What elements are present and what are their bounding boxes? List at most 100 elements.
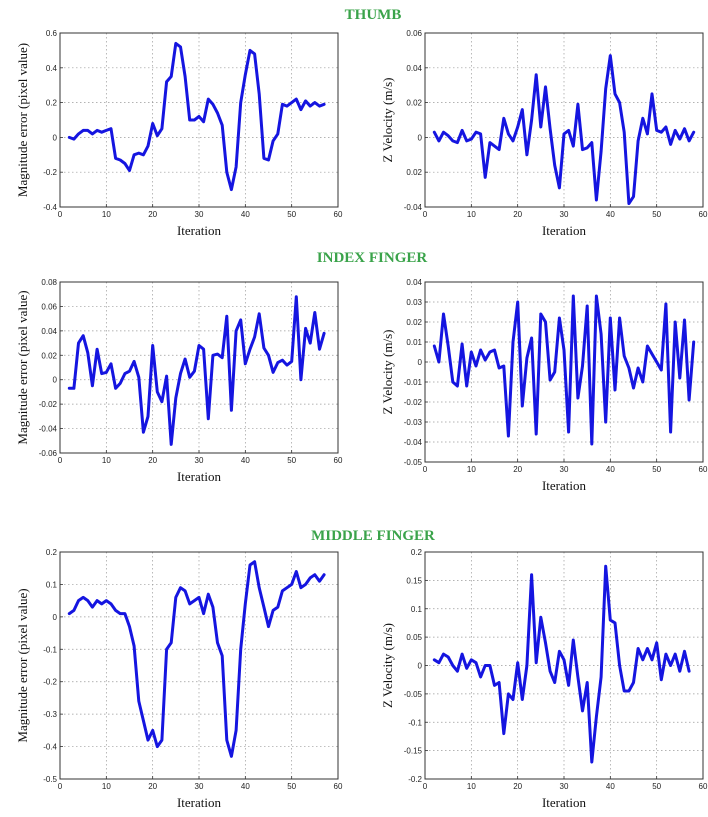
series-line: [67, 560, 326, 758]
plot-frame: [424, 32, 704, 208]
y-tick-label: 0: [418, 133, 423, 142]
x-tick-label: 30: [560, 210, 569, 219]
y-tick-label: 0: [418, 358, 423, 367]
x-tick-label: 40: [241, 210, 250, 219]
x-tick-label: 20: [148, 782, 157, 791]
x-axis-label: Iteration: [177, 469, 222, 484]
y-tick-label: -0.2: [43, 168, 57, 177]
y-tick-label: -0.15: [404, 747, 423, 756]
x-tick-label: 50: [652, 210, 661, 219]
y-tick-label: -0.04: [404, 203, 423, 212]
y-tick-label: 0.06: [406, 29, 422, 38]
x-tick-label: 10: [102, 210, 111, 219]
x-tick-label: 40: [241, 782, 250, 791]
y-tick-label: -0.05: [404, 458, 423, 467]
y-tick-label: -0.06: [39, 449, 58, 458]
section-title-index-finger: INDEX FINGER: [317, 250, 428, 266]
x-tick-label: 30: [195, 210, 204, 219]
y-tick-label: 0.02: [406, 168, 422, 177]
y-axis-label: Magnitude error (pixel value): [15, 588, 30, 742]
x-tick-label: 30: [560, 465, 569, 474]
series-line: [432, 54, 696, 205]
section-title-middle-finger: MIDDLE FINGER: [311, 528, 435, 544]
y-tick-label: 0.05: [406, 633, 422, 642]
y-axis-label: Magnitude error (pixel value): [15, 43, 30, 197]
x-tick-label: 20: [513, 782, 522, 791]
y-tick-label: -0.1: [43, 645, 57, 654]
chart-middle-magnitude: 0 10 20 30 40 50 60 -0.5 -0.4 -0.3 -0.2 -0.1 0 0.1 0.2…: [15, 548, 343, 810]
x-tick-label: 10: [467, 465, 476, 474]
chart-thumb-velocity: 0 10 20 30 40 50 60 -0.04 0.02 0 0.02 0.04 0.06 Itera…: [380, 29, 708, 238]
x-tick-label: 10: [467, 782, 476, 791]
y-tick-label: 0: [53, 613, 58, 622]
y-tick-label: 0.2: [411, 548, 423, 557]
y-tick-label: 0: [418, 662, 423, 671]
x-tick-label: 60: [334, 456, 343, 465]
y-tick-label: 0.08: [41, 278, 57, 287]
y-tick-label: -0.3: [43, 710, 57, 719]
x-tick-label: 20: [513, 210, 522, 219]
y-tick-label: 0.15: [406, 576, 422, 585]
x-tick-label: 60: [699, 782, 708, 791]
y-tick-label: -0.2: [408, 775, 422, 784]
x-tick-label: 60: [334, 782, 343, 791]
y-tick-label: 0.01: [406, 338, 422, 347]
x-tick-label: 50: [287, 456, 296, 465]
y-tick-label: 0.1: [411, 605, 423, 614]
x-tick-label: 0: [58, 782, 63, 791]
x-tick-label: 20: [148, 456, 157, 465]
x-tick-label: 0: [423, 465, 428, 474]
y-tick-label: 0.6: [46, 29, 58, 38]
y-tick-label: -0.05: [404, 690, 423, 699]
x-axis-label: Iteration: [177, 795, 222, 810]
y-tick-label: -0.04: [404, 438, 423, 447]
chart-thumb-magnitude: 0 10 20 30 40 50 60 -0.4 -0.2 0 0.2 0.4 0.6 Iteration…: [15, 29, 343, 238]
x-axis-label: Iteration: [542, 478, 587, 493]
charts: 0 10 20 30 40 50 60-0.4-0.200.20.40.6Iteration…: [15, 29, 708, 810]
x-axis-label: Iteration: [177, 223, 222, 238]
x-tick-label: 10: [102, 782, 111, 791]
chart-middle-velocity: 0 10 20 30 40 50 60 -0.2 -0.15 -0.1 -0.05 0 0.05 0.1 0…: [380, 548, 708, 810]
y-tick-label: 0.03: [406, 298, 422, 307]
y-tick-label: -0.2: [43, 678, 57, 687]
chart-index-velocity: 0 10 20 30 40 50 60 -0.05 -0.04 -0.03 -0.02 -0.01 0 0…: [380, 278, 708, 493]
x-tick-label: 10: [467, 210, 476, 219]
x-tick-label: 20: [148, 210, 157, 219]
y-tick-label: 0: [53, 376, 58, 385]
x-axis-label: Iteration: [542, 795, 587, 810]
y-tick-label: -0.5: [43, 775, 57, 784]
y-tick-label: -0.02: [404, 398, 423, 407]
x-tick-label: 30: [195, 456, 204, 465]
y-tick-label: 0.02: [41, 351, 57, 360]
x-axis-label: Iteration: [542, 223, 587, 238]
x-tick-label: 0: [423, 210, 428, 219]
x-tick-label: 40: [606, 782, 615, 791]
x-tick-label: 50: [287, 782, 296, 791]
x-tick-label: 20: [513, 465, 522, 474]
x-tick-label: 0: [423, 782, 428, 791]
y-axis-label: Z Velocity (m/s): [380, 623, 395, 708]
x-tick-label: 60: [699, 210, 708, 219]
series-line: [67, 41, 326, 192]
y-tick-label: -0.01: [404, 378, 423, 387]
y-tick-label: 0.06: [41, 302, 57, 311]
y-axis-label: Z Velocity (m/s): [380, 330, 395, 415]
x-tick-label: 60: [699, 465, 708, 474]
y-axis-label: Z Velocity (m/s): [380, 78, 395, 163]
series-line: [432, 294, 696, 446]
chart-index-magnitude: 0 10 20 30 40 50 60 -0.06 -0.04 -0.02 0 0.02 0.04 0.0…: [15, 278, 343, 484]
x-tick-label: 30: [195, 782, 204, 791]
x-tick-label: 60: [334, 210, 343, 219]
x-tick-label: 50: [652, 782, 661, 791]
y-tick-label: 0: [53, 133, 58, 142]
x-tick-label: 0: [58, 210, 63, 219]
y-tick-label: -0.02: [39, 400, 58, 409]
y-tick-label: -0.1: [408, 718, 422, 727]
x-tick-label: 10: [102, 456, 111, 465]
plot-frame: [59, 32, 339, 208]
x-tick-label: 40: [241, 456, 250, 465]
y-tick-label: 0.02: [406, 318, 422, 327]
x-tick-label: 50: [287, 210, 296, 219]
section-title-thumb: THUMB: [345, 7, 402, 23]
y-tick-label: 0.1: [46, 580, 58, 589]
